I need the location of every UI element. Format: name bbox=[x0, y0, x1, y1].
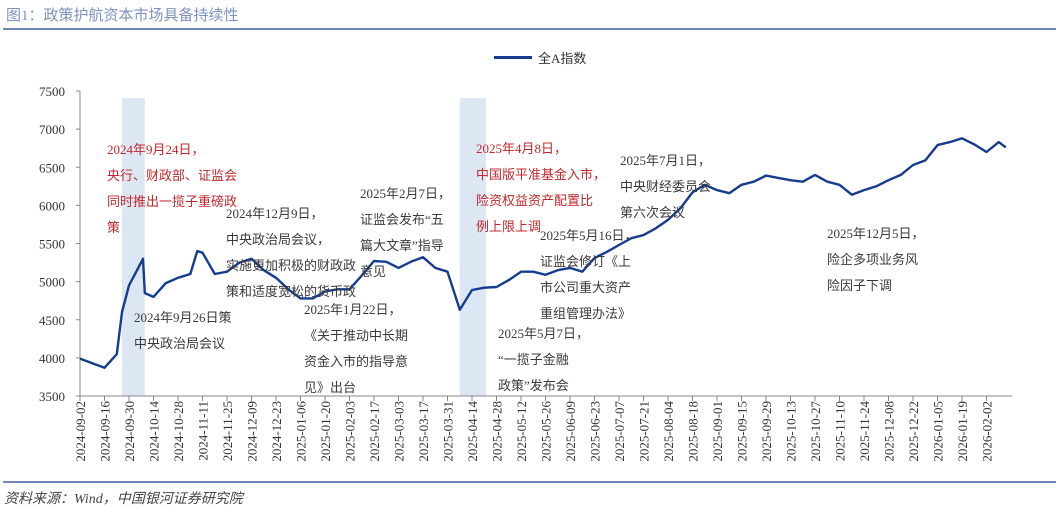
x-tick-label: 2025-06-09 bbox=[563, 401, 578, 462]
annotation-2025-07-01: 2025年7月1日， 中央财经委员会 第六次会议 bbox=[620, 148, 711, 226]
annotation-2025-01-22: 2025年1月22日， 《关于推动中长期 资金入市的指导意 见》出台 bbox=[304, 297, 408, 401]
x-tick-label: 2025-03-03 bbox=[392, 401, 407, 462]
annotation-line: 2024年9月26日策 bbox=[134, 305, 232, 331]
x-tick-label: 2025-09-01 bbox=[710, 401, 725, 462]
y-tick-label: 4000 bbox=[39, 351, 65, 366]
x-tick-label: 2025-01-20 bbox=[318, 401, 333, 462]
x-tick-label: 2025-11-24 bbox=[857, 401, 872, 462]
x-tick-label: 2026-02-02 bbox=[980, 401, 995, 462]
footer-divider bbox=[3, 481, 1056, 483]
annotation-2025-12-05: 2025年12月5日， 险企多项业务风 险因子下调 bbox=[827, 221, 925, 299]
source-note: 资料来源：Wind，中国银河证券研究院 bbox=[4, 488, 243, 508]
annotation-2025-05-16: 2025年5月16日， 证监会修订《上 市公司重大资产 重组管理办法》 bbox=[540, 223, 638, 327]
x-tick-label: 2024-11-11 bbox=[196, 401, 211, 461]
annotation-line: 2025年7月1日， bbox=[620, 148, 711, 174]
annotation-line: 央行、财政部、证监会 bbox=[107, 163, 237, 189]
annotation-line: 证监会修订《上 bbox=[540, 249, 638, 275]
x-tick-label: 2025-10-27 bbox=[808, 401, 823, 462]
annotation-2025-02-07: 2025年2月7日， 证监会发布“五 篇大文章”指导 意见 bbox=[360, 181, 451, 285]
x-tick-label: 2025-03-31 bbox=[441, 401, 456, 462]
annotation-line: 2025年4月8日， bbox=[476, 136, 606, 162]
x-tick-label: 2025-02-17 bbox=[367, 401, 382, 462]
x-tick-label: 2024-12-09 bbox=[245, 401, 260, 462]
annotation-2024-09-26: 2024年9月26日策 中央政治局会议 bbox=[134, 305, 232, 357]
x-tick-label: 2025-04-28 bbox=[490, 401, 505, 462]
y-tick-label: 6000 bbox=[39, 198, 65, 213]
x-tick-label: 2024-09-16 bbox=[98, 401, 113, 462]
annotation-line: 2025年5月16日， bbox=[540, 223, 638, 249]
annotation-line: 策 bbox=[107, 215, 237, 241]
x-tick-label: 2024-10-28 bbox=[171, 401, 186, 462]
annotation-2024-12-09: 2024年12月9日， 中央政治局会议， 实施更加积极的财政政 策和适度宽松的货… bbox=[226, 201, 356, 305]
x-tick-label: 2024-12-23 bbox=[269, 401, 284, 462]
annotation-line: 实施更加积极的财政政 bbox=[226, 253, 356, 279]
annotation-line: 《关于推动中长期 bbox=[304, 323, 408, 349]
annotation-2024-09-24: 2024年9月24日， 央行、财政部、证监会 同时推出一揽子重磅政 策 bbox=[107, 137, 237, 241]
x-tick-label: 2025-12-08 bbox=[882, 401, 897, 462]
annotation-line: 中央政治局会议 bbox=[134, 331, 232, 357]
annotation-line: 市公司重大资产 bbox=[540, 275, 638, 301]
y-tick-label: 7500 bbox=[39, 84, 65, 99]
x-tick-label: 2025-08-18 bbox=[686, 401, 701, 462]
x-tick-label: 2025-06-23 bbox=[588, 401, 603, 462]
annotation-line: 2025年12月5日， bbox=[827, 221, 925, 247]
y-tick-label: 5000 bbox=[39, 275, 65, 290]
annotation-line: 政策”发布会 bbox=[498, 373, 589, 399]
annotation-line: 险因子下调 bbox=[827, 273, 925, 299]
y-tick-label: 5500 bbox=[39, 237, 65, 252]
annotation-line: 证监会发布“五 bbox=[360, 207, 451, 233]
annotation-line: 见》出台 bbox=[304, 375, 408, 401]
x-tick-label: 2024-09-30 bbox=[122, 401, 137, 462]
x-tick-label: 2026-01-19 bbox=[955, 401, 970, 462]
annotation-line: 中国版平准基金入市， bbox=[476, 162, 606, 188]
x-tick-label: 2025-10-13 bbox=[784, 401, 799, 462]
annotation-line: 意见 bbox=[360, 259, 451, 285]
x-tick-label: 2025-12-22 bbox=[906, 401, 921, 462]
annotation-line: 2025年2月7日， bbox=[360, 181, 451, 207]
y-tick-label: 4500 bbox=[39, 313, 65, 328]
annotation-line: 第六次会议 bbox=[620, 200, 711, 226]
annotation-line: 险资权益资产配置比 bbox=[476, 188, 606, 214]
x-tick-label: 2025-02-03 bbox=[343, 401, 358, 462]
x-tick-label: 2025-03-17 bbox=[416, 401, 431, 462]
annotation-line: 2024年9月24日， bbox=[107, 137, 237, 163]
legend-swatch bbox=[494, 56, 532, 59]
annotation-line: 险企多项业务风 bbox=[827, 247, 925, 273]
x-tick-label: 2024-10-14 bbox=[147, 401, 162, 462]
x-tick-label: 2025-05-12 bbox=[514, 401, 529, 462]
y-tick-label: 6500 bbox=[39, 160, 65, 175]
x-tick-label: 2025-08-04 bbox=[661, 401, 676, 462]
annotation-line: 篇大文章”指导 bbox=[360, 233, 451, 259]
x-tick-label: 2025-09-15 bbox=[735, 401, 750, 462]
y-tick-label: 7000 bbox=[39, 122, 65, 137]
x-tick-label: 2025-09-29 bbox=[759, 401, 774, 462]
y-tick-label: 3500 bbox=[39, 389, 65, 404]
annotation-line: 2025年1月22日， bbox=[304, 297, 408, 323]
x-tick-label: 2026-01-05 bbox=[931, 401, 946, 462]
legend-label: 全A指数 bbox=[538, 48, 586, 67]
annotation-line: 2024年12月9日， bbox=[226, 201, 356, 227]
annotation-line: 资金入市的指导意 bbox=[304, 349, 408, 375]
annotation-line: 中央政治局会议， bbox=[226, 227, 356, 253]
x-tick-label: 2025-11-10 bbox=[833, 401, 848, 461]
annotation-2025-05-07: 2025年5月7日， “一揽子金融 政策”发布会 bbox=[498, 321, 589, 399]
x-tick-label: 2025-05-26 bbox=[539, 401, 554, 462]
annotation-line: “一揽子金融 bbox=[498, 347, 589, 373]
legend: 全A指数 bbox=[494, 48, 586, 67]
annotation-line: 重组管理办法》 bbox=[540, 301, 638, 327]
annotation-line: 同时推出一揽子重磅政 bbox=[107, 189, 237, 215]
x-tick-label: 2025-04-14 bbox=[465, 401, 480, 462]
x-tick-label: 2024-09-02 bbox=[73, 401, 88, 462]
x-tick-label: 2025-01-06 bbox=[294, 401, 309, 462]
x-tick-label: 2025-07-21 bbox=[637, 401, 652, 462]
annotation-line: 中央财经委员会 bbox=[620, 174, 711, 200]
x-tick-label: 2024-11-25 bbox=[220, 401, 235, 461]
x-tick-label: 2025-07-07 bbox=[612, 401, 627, 462]
